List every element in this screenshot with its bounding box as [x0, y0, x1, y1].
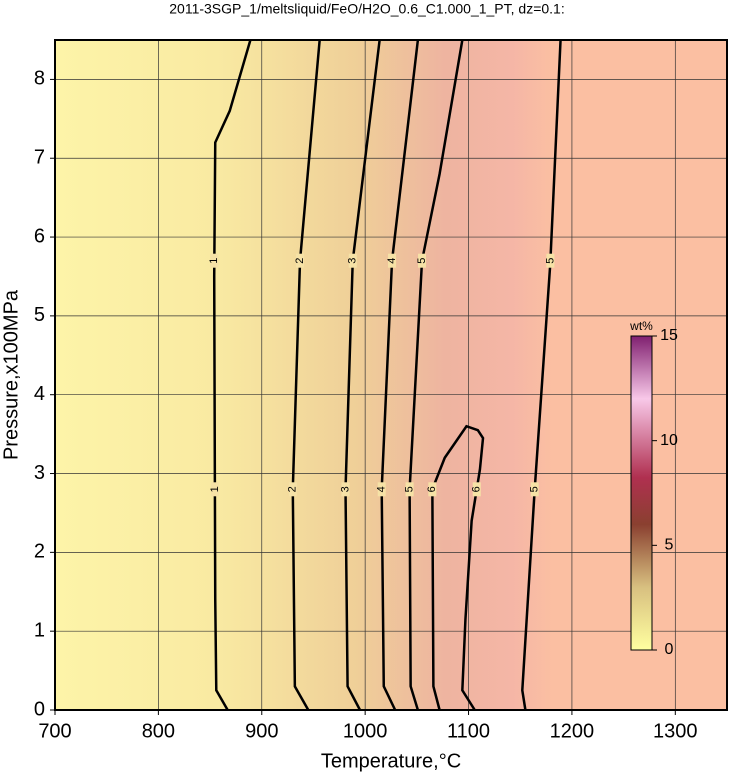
colorbar-tick-label: 10 — [660, 432, 678, 449]
x-tick-label: 800 — [142, 720, 175, 742]
contour-label: 3 — [339, 486, 351, 492]
x-tick-label: 1000 — [343, 720, 388, 742]
contour-label: 5 — [544, 258, 556, 264]
y-tick-label: 8 — [34, 68, 45, 90]
contour-label: 5 — [416, 258, 428, 264]
contour-label-bg — [210, 482, 219, 497]
contour-label: 5 — [529, 486, 541, 492]
colorbar-tick-label: 0 — [665, 641, 674, 658]
contour-label: 6 — [471, 486, 483, 492]
colorbar-label: wt% — [629, 319, 653, 333]
contour-label-bg — [341, 482, 350, 497]
contour-label-bg — [405, 482, 414, 497]
y-tick-label: 4 — [34, 383, 45, 405]
x-tick-label: 1200 — [550, 720, 595, 742]
contour-label-bg — [288, 482, 297, 497]
contour-line — [408, 39, 464, 711]
contour-label-bg — [377, 482, 386, 497]
contour-label-bg — [296, 253, 305, 268]
contour-label-bg — [530, 482, 539, 497]
plot-frame — [54, 39, 728, 711]
contour-label-bg — [210, 253, 219, 268]
contour-label: 6 — [426, 486, 438, 492]
x-tick-label: 700 — [38, 720, 71, 742]
contour-label: 1 — [208, 258, 220, 264]
contour-label-bg — [348, 253, 357, 268]
x-tick-label: 1300 — [653, 720, 698, 742]
contour-label: 5 — [404, 486, 416, 492]
contour-label: 4 — [386, 258, 398, 264]
y-tick-label: 6 — [34, 225, 45, 247]
colorbar-tick-label: 5 — [665, 537, 674, 554]
y-tick-label: 3 — [34, 462, 45, 484]
x-tick-label: 900 — [245, 720, 278, 742]
contour-label: 3 — [347, 258, 359, 264]
y-axis-label: Pressure,x100MPa — [0, 289, 22, 460]
y-tick-label: 2 — [34, 541, 45, 563]
contour-label-bg — [472, 482, 481, 497]
contour-label: 4 — [376, 486, 388, 492]
y-tick-label: 0 — [34, 698, 45, 720]
contour-line — [431, 424, 485, 711]
contour-label: 2 — [294, 258, 306, 264]
contour-label-bg — [388, 253, 397, 268]
contour-label-bg — [428, 482, 437, 497]
contour-label: 2 — [287, 486, 299, 492]
contour-label-bg — [546, 253, 555, 268]
x-tick-label: 1100 — [447, 720, 490, 742]
y-tick-label: 1 — [34, 619, 45, 641]
y-tick-label: 7 — [34, 147, 45, 169]
contour-label-bg — [418, 253, 427, 268]
contour-line — [212, 39, 252, 711]
colorbar — [630, 335, 653, 651]
y-tick-label: 5 — [34, 304, 45, 326]
x-axis-label: Temperature,°C — [321, 750, 461, 772]
chart-title: 2011-3SGP_1/meltsliquid/FeO/H2O_0.6_C1.0… — [169, 1, 564, 17]
contour-label: 1 — [209, 486, 221, 492]
colorbar-tick-label: 15 — [660, 327, 678, 344]
plot-background — [55, 40, 727, 710]
